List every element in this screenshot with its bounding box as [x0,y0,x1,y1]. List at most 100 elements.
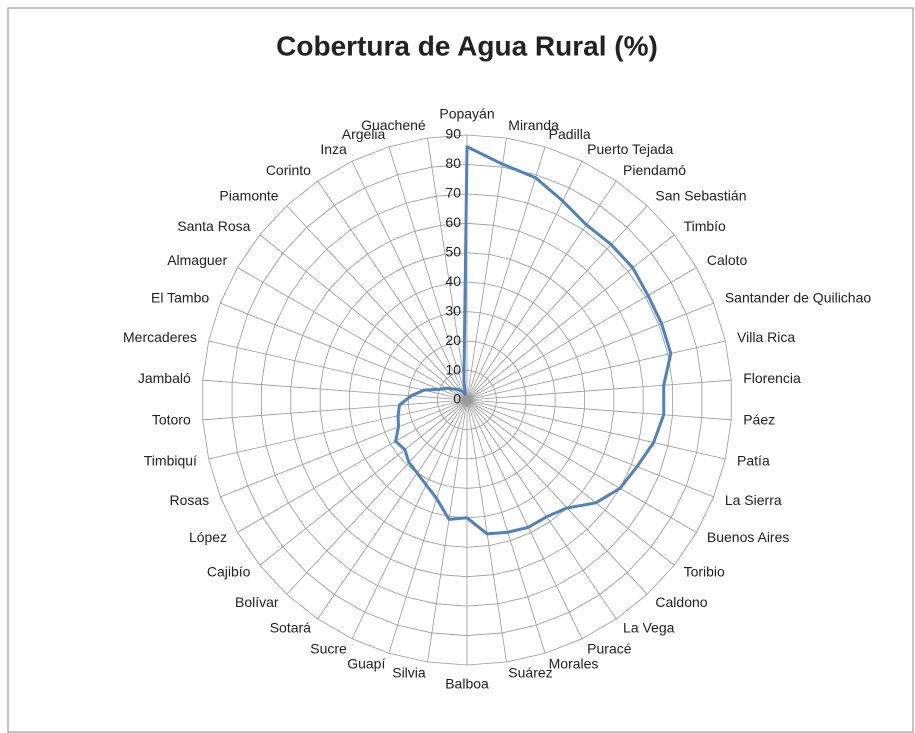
category-label: Balboa [445,676,489,692]
y-tick-label: 0 [453,391,461,407]
category-label: Santander de Quilichao [725,290,872,306]
category-label: Timbío [684,218,726,234]
y-tick-label: 60 [445,214,461,230]
spoke [466,399,675,566]
category-label: Guachené [361,117,426,133]
spoke [466,399,697,533]
grid-line [437,370,497,430]
spoke [466,267,697,401]
chart-title: Cobertura de Agua Rural (%) [276,30,658,61]
category-label: Puerto Tejada [587,141,673,157]
spoke [220,302,468,401]
spoke [351,161,468,401]
grid-line [202,134,732,666]
category-label: Santa Rosa [177,218,250,234]
category-label: Padilla [549,126,591,142]
category-label: Suárez [508,665,552,681]
spoke [286,205,468,401]
category-label: La Sierra [725,492,782,508]
category-label: Rosas [169,492,209,508]
category-label: Jambaló [138,370,191,386]
spoke [388,146,468,401]
category-label: Cajibío [207,563,251,579]
category-label: Caloto [707,252,748,268]
y-tick-label: 70 [445,185,461,201]
y-tick-label: 20 [445,332,461,348]
category-label: Mercaderes [123,329,197,345]
grid-line [378,311,556,489]
spoke [466,399,617,620]
y-tick-label: 30 [445,302,461,318]
spoke [466,399,714,498]
spoke [466,234,675,401]
spoke [466,399,648,595]
spoke [317,180,468,401]
grid-line [407,340,527,460]
spoke [220,399,468,498]
category-label: Totoro [152,411,191,427]
spoke [202,399,468,421]
category-label: Corinto [266,162,311,178]
category-label: Almaguer [167,252,227,268]
spoke [237,267,468,401]
series-line [394,145,673,536]
spoke [427,137,468,401]
grid-line [290,222,644,578]
spoke [259,234,468,401]
grid-line [231,164,703,636]
y-tick-label: 50 [445,243,461,259]
spoke [466,137,507,401]
spoke [466,302,714,401]
y-tick-label: 90 [445,126,461,142]
category-label: Miranda [508,117,559,133]
category-label: Sucre [310,640,347,656]
grid-line [319,252,615,548]
spoke [317,399,468,620]
spoke [466,399,726,460]
category-label: Piendamó [623,162,686,178]
grid-line [261,193,673,607]
spoke [466,180,617,401]
spoke [466,205,648,401]
spoke [259,399,468,566]
category-label: Silvia [392,665,426,681]
spoke [286,399,468,595]
spoke [427,399,468,663]
category-label: Villa Rica [737,329,795,345]
category-label: Timbiquí [144,452,197,468]
category-label: Puracé [587,640,632,656]
category-label: Patía [737,452,770,468]
spoke [208,399,468,460]
category-label: Inza [320,141,347,157]
category-label: San Sebastián [655,188,746,204]
category-label: Argelia [342,126,386,142]
spoke [466,146,546,401]
spoke [466,399,583,639]
category-label: Florencia [743,370,801,386]
category-label: Bolívar [235,594,279,610]
category-label: Popayán [439,106,494,122]
category-label: Piamonte [219,188,278,204]
spoke [466,399,546,654]
y-tick-label: 40 [445,273,461,289]
spoke [351,399,468,639]
category-label: La Vega [623,620,675,636]
category-label: Páez [743,411,775,427]
spoke [388,399,468,654]
category-label: Morales [549,655,599,671]
spoke [202,379,468,401]
spoke [466,340,726,401]
category-label: Buenos Aires [707,529,790,545]
chart-border [7,7,914,733]
y-tick-label: 80 [445,155,461,171]
category-label: Caldono [655,594,707,610]
spoke [466,399,507,663]
category-label: López [189,529,227,545]
category-label: Sotará [270,620,311,636]
category-label: Toribio [684,563,725,579]
spoke [466,399,732,421]
spoke [466,379,732,401]
spoke [237,399,468,533]
category-label: El Tambo [151,290,209,306]
